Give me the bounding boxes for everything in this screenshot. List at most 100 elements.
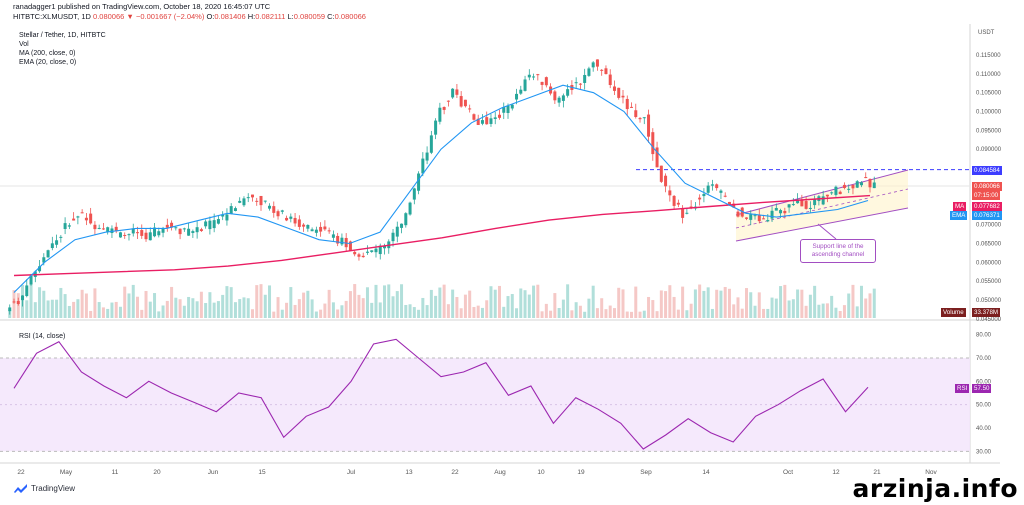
volume-bar bbox=[689, 303, 693, 318]
volume-bar bbox=[608, 305, 612, 318]
volume-bar bbox=[502, 306, 506, 318]
volume-bar bbox=[348, 291, 352, 318]
candle-body bbox=[148, 232, 152, 241]
candle-body bbox=[838, 191, 842, 195]
volume-bar bbox=[442, 284, 446, 318]
legend-rsi: RSI (14, close) bbox=[19, 333, 65, 340]
time-tick-label: 11 bbox=[112, 469, 119, 476]
volume-bar bbox=[212, 302, 216, 318]
volume-bar bbox=[250, 309, 254, 318]
volume-bar bbox=[106, 308, 110, 318]
volume-bar bbox=[655, 311, 659, 318]
candle-body bbox=[170, 222, 174, 228]
candle-body bbox=[612, 86, 616, 91]
candle-body bbox=[280, 210, 284, 212]
price-change: −0.001667 (−2.04%) bbox=[135, 12, 205, 21]
volume-bar bbox=[391, 296, 395, 318]
candle-body bbox=[76, 216, 80, 218]
volume-bar bbox=[331, 302, 335, 318]
candle-body bbox=[553, 91, 557, 101]
volume-bar bbox=[42, 290, 46, 318]
candle-body bbox=[617, 87, 621, 98]
candle-body bbox=[595, 59, 599, 67]
candle-body bbox=[199, 229, 203, 232]
volume-bar bbox=[732, 304, 736, 318]
ma-200-line bbox=[13, 194, 871, 277]
volume-bar bbox=[859, 285, 863, 318]
volume-bar bbox=[55, 299, 59, 318]
volume-bar bbox=[817, 304, 821, 318]
candle-body bbox=[791, 204, 795, 206]
candle-body bbox=[804, 201, 808, 209]
volume-bar bbox=[736, 297, 740, 318]
candle-body bbox=[63, 223, 67, 229]
support-line-annotation: Support line of the ascending channel bbox=[800, 239, 876, 263]
volume-bar bbox=[365, 287, 369, 318]
candle-body bbox=[370, 250, 374, 252]
candlesticks[interactable] bbox=[8, 59, 876, 315]
candle-body bbox=[523, 79, 527, 91]
volume-bar bbox=[404, 304, 408, 318]
volume-bar bbox=[647, 296, 651, 318]
candle-body bbox=[153, 227, 157, 237]
volume-bar bbox=[216, 301, 220, 318]
volume-bar bbox=[476, 305, 480, 318]
rsi-tick-label: 80.00 bbox=[976, 333, 992, 339]
candle-body bbox=[297, 219, 301, 227]
candle-body bbox=[830, 192, 834, 194]
candle-body bbox=[429, 135, 433, 153]
volume-bar bbox=[672, 296, 676, 318]
time-tick-label: 13 bbox=[405, 469, 413, 476]
volume-bar bbox=[685, 310, 689, 318]
rsi-tick-label: 30.00 bbox=[976, 449, 992, 455]
candle-body bbox=[796, 199, 800, 204]
candle-body bbox=[642, 117, 646, 119]
volume-bar bbox=[459, 308, 463, 318]
legend-vol: Vol bbox=[19, 41, 29, 48]
tradingview-logo-icon bbox=[14, 484, 27, 493]
candle-body bbox=[493, 117, 497, 119]
volume-bar bbox=[225, 286, 229, 318]
volume-bar bbox=[285, 302, 289, 318]
tradingview-logo[interactable]: TradingView bbox=[14, 484, 75, 493]
legend-ema: EMA (20, close, 0) bbox=[19, 59, 76, 66]
volume-bar bbox=[323, 303, 327, 318]
candle-body bbox=[255, 200, 259, 202]
volume-bar bbox=[263, 294, 267, 318]
candle-body bbox=[374, 248, 378, 253]
candle-body bbox=[446, 100, 450, 102]
site-watermark: arzinja.info bbox=[852, 474, 1018, 503]
channel-upper-line bbox=[735, 169, 909, 216]
volume-bar bbox=[191, 298, 195, 318]
rsi-tick-label: 70.00 bbox=[976, 356, 992, 362]
candle-body bbox=[59, 236, 63, 238]
candle-body bbox=[323, 226, 327, 230]
price-pane[interactable] bbox=[0, 24, 970, 317]
volume-bar bbox=[434, 295, 438, 318]
candle-body bbox=[72, 218, 76, 221]
candle-body bbox=[42, 257, 46, 263]
candle-body bbox=[574, 82, 578, 84]
annotation-line-2: ascending channel bbox=[811, 251, 865, 258]
open-value: 0.081406 bbox=[214, 12, 246, 21]
candle-body bbox=[502, 107, 506, 113]
annotation-pointer bbox=[817, 223, 837, 240]
candle-body bbox=[400, 223, 404, 228]
volume-bar bbox=[519, 288, 523, 318]
volume-bar bbox=[451, 289, 455, 318]
candle-body bbox=[859, 182, 863, 186]
candle-body bbox=[38, 266, 42, 272]
candle-body bbox=[289, 216, 293, 219]
candle-body bbox=[766, 220, 770, 222]
candle-body bbox=[634, 110, 638, 117]
volume-bar bbox=[446, 304, 450, 318]
candle-body bbox=[208, 220, 212, 230]
volume-bar bbox=[800, 289, 804, 318]
candle-body bbox=[21, 295, 25, 301]
volume-bar bbox=[591, 285, 595, 318]
time-tick-label: 22 bbox=[451, 469, 459, 476]
candle-body bbox=[242, 198, 246, 206]
candle-body bbox=[29, 275, 33, 285]
volume-bar bbox=[148, 301, 152, 318]
